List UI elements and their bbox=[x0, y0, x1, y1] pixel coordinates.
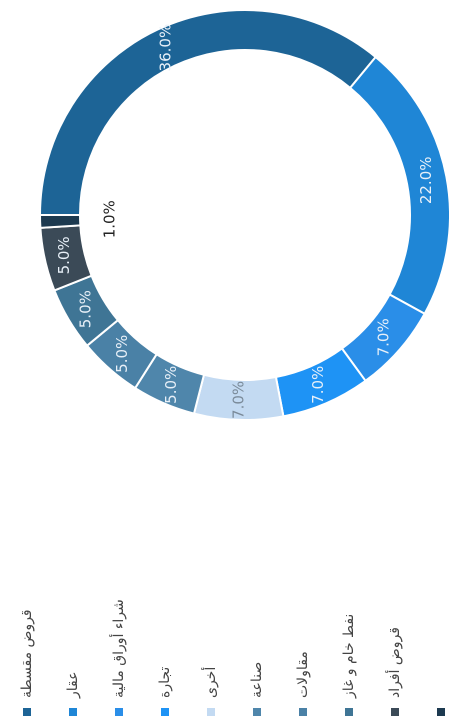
legend-marker bbox=[161, 708, 169, 716]
legend-marker bbox=[391, 708, 399, 716]
donut-slice bbox=[38, 214, 82, 229]
slice-label: 5.0% bbox=[162, 366, 180, 404]
slice-label: 1.0% bbox=[101, 200, 119, 238]
legend-label: شراء أوراق مالية bbox=[109, 599, 127, 698]
slice-label: 7.0% bbox=[309, 366, 327, 404]
legend-label: أخرى bbox=[201, 667, 219, 698]
slice-label: 7.0% bbox=[230, 381, 248, 419]
legend-label: قروض أفراد bbox=[385, 627, 403, 698]
slice-label: 5.0% bbox=[113, 335, 131, 373]
slice-label: 5.0% bbox=[55, 236, 73, 274]
legend-marker bbox=[345, 708, 353, 716]
slice-label: 5.0% bbox=[76, 290, 94, 328]
legend-marker bbox=[115, 708, 123, 716]
legend-marker bbox=[207, 708, 215, 716]
legend-marker bbox=[299, 708, 307, 716]
legend-label: مقاولات bbox=[295, 651, 311, 698]
legend-label: نفط خام و غاز bbox=[341, 614, 357, 699]
legend-label: تجارة bbox=[157, 667, 173, 698]
legend-marker bbox=[23, 708, 31, 716]
slice-label: 7.0% bbox=[374, 318, 392, 356]
legend-label: صناعة bbox=[249, 662, 265, 698]
legend-marker bbox=[253, 708, 261, 716]
legend-label: عقار bbox=[65, 672, 81, 699]
legend-marker bbox=[437, 708, 445, 716]
slice-label: 22.0% bbox=[417, 157, 435, 205]
legend-marker bbox=[69, 708, 77, 716]
legend-label: قروض مقسطة bbox=[19, 609, 35, 698]
slice-label: 36.0% bbox=[157, 24, 175, 72]
donut-slice bbox=[38, 9, 378, 216]
